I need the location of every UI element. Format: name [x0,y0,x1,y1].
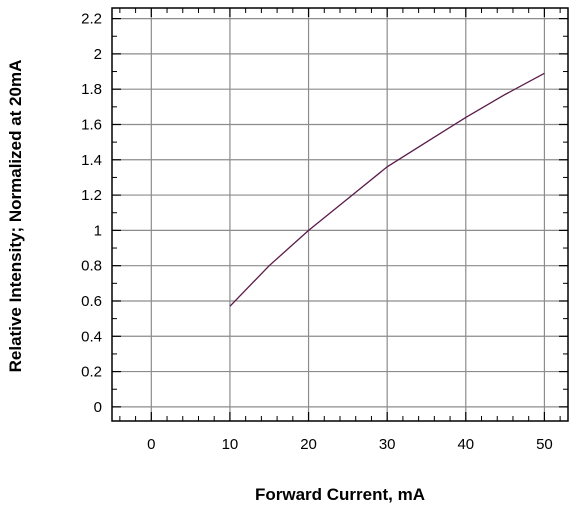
plot-frame [111,7,569,422]
y-axis-title: Relative Intensity; Normalized at 20mA [6,60,25,373]
y-tick-label: 0.4 [81,328,102,345]
x-tick-labels: 0 10 20 30 40 50 [147,436,553,453]
grid [112,8,568,421]
y-tick-label: 2 [94,46,102,63]
y-tick-label: 1.6 [81,116,102,133]
series-line [229,72,545,307]
x-tick-label: 40 [457,436,474,453]
y-tick-label: 1.4 [81,152,102,169]
y-tick-label: 0.2 [81,364,102,381]
y-tick-label: 1.2 [81,187,102,204]
y-tick-label: 0.8 [81,258,102,275]
y-tick-label: 1.8 [81,81,102,98]
y-tick-label: 0 [94,399,102,416]
x-tick-label: 0 [147,436,155,453]
y-tick-labels: 0 0.2 0.4 0.6 0.8 1 1.2 1.4 1.6 1.8 2 2.2 [81,11,102,416]
x-tick-label: 50 [536,436,553,453]
x-tick-label: 20 [300,436,317,453]
y-tick-label: 0.6 [81,293,102,310]
y-tick-label: 1 [94,222,102,239]
series-layer [229,72,545,307]
y-tick-label: 2.2 [81,11,102,28]
minor-ticks [112,8,568,421]
x-tick-label: 30 [379,436,396,453]
x-tick-label: 10 [222,436,239,453]
x-axis-title: Forward Current, mA [255,485,425,504]
